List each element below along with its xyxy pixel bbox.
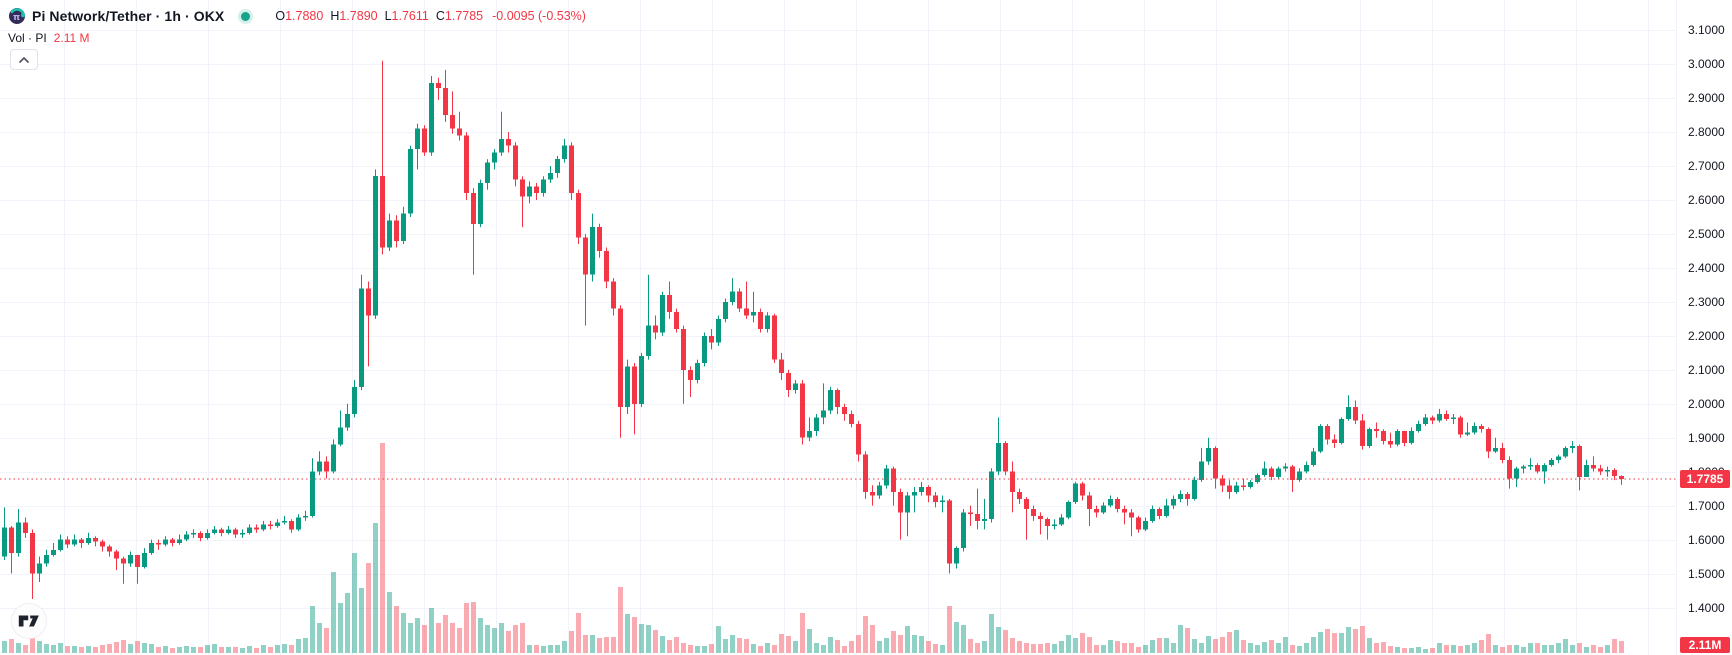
volume-bars <box>2 443 1624 653</box>
price-tick-label: 2.9000 <box>1688 91 1725 106</box>
price-tick-label: 2.0000 <box>1688 396 1725 411</box>
price-tick-label: 2.2000 <box>1688 328 1725 343</box>
price-change: -0.0095 (-0.53%) <box>492 9 586 23</box>
price-tick-label: 2.8000 <box>1688 125 1725 140</box>
price-tick-label: 2.1000 <box>1688 362 1725 377</box>
price-tick-label: 2.7000 <box>1688 159 1725 174</box>
volume-legend: Vol · PI 2.11 M <box>8 31 89 45</box>
price-tick-label: 1.9000 <box>1688 430 1725 445</box>
price-tick-label: 1.4000 <box>1688 600 1725 615</box>
current-volume-badge: 2.11M <box>1680 637 1730 653</box>
chart-legend: π Pi Network/Tether · 1h · OKX O1.7880 H… <box>8 6 586 26</box>
price-axis[interactable]: 3.1000 3.0000 2.9000 2.8000 2.7000 2.6000 2.50… <box>1676 0 1732 655</box>
price-tick-label: 3.1000 <box>1688 23 1725 38</box>
svg-text:π: π <box>13 13 20 23</box>
candles <box>2 60 1624 600</box>
price-tick-label: 2.3000 <box>1688 294 1725 309</box>
price-tick-label: 2.4000 <box>1688 260 1725 275</box>
pi-network-logo-icon: π <box>9 8 25 24</box>
price-tick-label: 3.0000 <box>1688 57 1725 72</box>
price-tick-label: 2.5000 <box>1688 226 1725 241</box>
symbol-title[interactable]: Pi Network/Tether · 1h · OKX <box>32 8 225 24</box>
price-tick-label: 1.6000 <box>1688 532 1725 547</box>
price-tick-label: 1.7000 <box>1688 498 1725 513</box>
price-tick-label: 1.5000 <box>1688 566 1725 581</box>
ohlc-values: O1.7880 H1.7890 L1.7611 C1.7785 -0.0095 … <box>275 9 586 23</box>
collapse-legend-button[interactable] <box>10 49 38 70</box>
volume-legend-label[interactable]: Vol · PI <box>8 31 47 45</box>
chevron-up-icon <box>19 56 29 63</box>
volume-legend-value: 2.11 M <box>53 31 90 45</box>
grid-lines <box>0 0 1676 655</box>
price-tick-label: 2.6000 <box>1688 193 1725 207</box>
tradingview-logo-icon <box>18 615 39 627</box>
tradingview-logo[interactable] <box>12 604 46 638</box>
market-status-dot-icon[interactable] <box>238 8 254 24</box>
current-price-badge: 1.7785 <box>1680 469 1730 488</box>
